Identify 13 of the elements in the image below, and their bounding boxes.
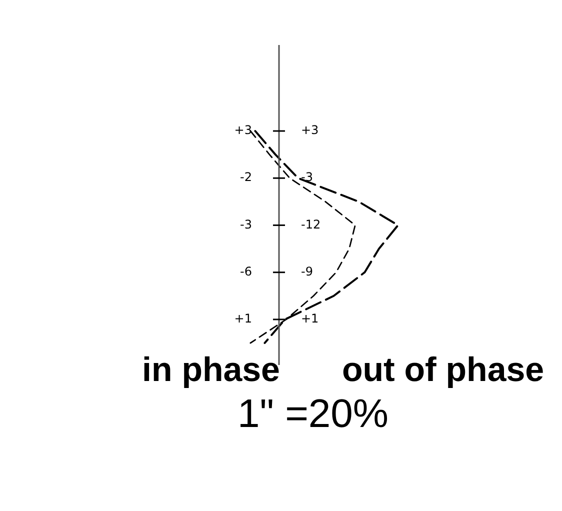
text: 1" =20% [238, 392, 388, 436]
y2-tick-label: -9 [301, 264, 313, 278]
y-tick-label: +1 [234, 312, 252, 326]
y2-tick-label: -3 [301, 170, 313, 184]
y-tick-label: -6 [240, 264, 252, 278]
y-tick-label: -3 [240, 217, 252, 232]
annotation: out of phase [342, 351, 544, 390]
y2-tick-label: -12 [301, 217, 321, 232]
y2-tick-label: +1 [301, 312, 319, 326]
y2-tick-label: +3 [301, 123, 319, 138]
annotation: in phase [142, 351, 280, 390]
y-tick-label: +3 [234, 123, 252, 138]
y-tick-label: -2 [240, 170, 252, 184]
